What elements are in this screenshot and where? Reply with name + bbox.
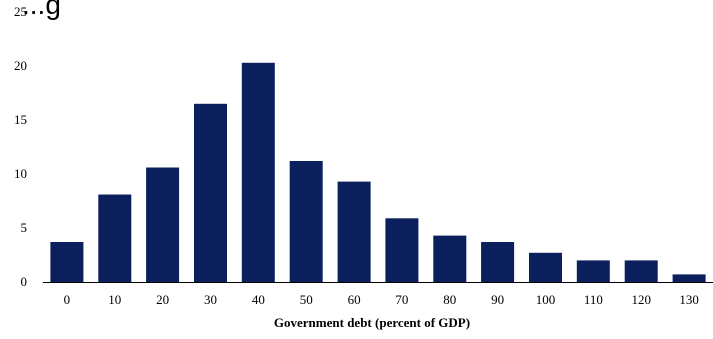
- y-tick-label: 10: [14, 166, 27, 181]
- x-axis-title: Government debt (percent of GDP): [274, 315, 470, 330]
- x-axis-tick-labels: 0 10 20 30 40 50 60 70 80 90 100 110 120 130: [64, 292, 699, 307]
- x-tick-label: 90: [491, 292, 504, 307]
- y-tick-label: 15: [14, 112, 27, 127]
- bar-120: [624, 260, 658, 282]
- bar-40: [241, 62, 275, 282]
- bar-100: [529, 252, 562, 282]
- y-tick-label: 0: [21, 274, 28, 289]
- x-tick-label: 10: [108, 292, 121, 307]
- x-tick-label: 80: [443, 292, 456, 307]
- bar-80: [433, 235, 467, 282]
- x-tick-label: 50: [300, 292, 313, 307]
- bar-0: [50, 242, 84, 282]
- x-tick-label: 0: [64, 292, 71, 307]
- bar-70: [385, 218, 419, 282]
- bar-20: [146, 167, 180, 282]
- bar-90: [481, 242, 515, 282]
- y-tick-label: 25: [14, 4, 27, 19]
- x-tick-label: 60: [348, 292, 361, 307]
- bar-130: [672, 274, 706, 282]
- x-tick-label: 100: [536, 292, 556, 307]
- bar-110: [576, 260, 610, 282]
- x-tick-label: 130: [679, 292, 699, 307]
- y-axis-tick-labels: 0 5 10 15 20 25: [14, 4, 27, 289]
- y-tick-label: 5: [21, 220, 28, 235]
- x-tick-label: 110: [584, 292, 603, 307]
- y-tick-label: 20: [14, 58, 27, 73]
- x-tick-label: 40: [252, 292, 265, 307]
- bar-60: [337, 181, 371, 282]
- x-tick-label: 120: [631, 292, 651, 307]
- bar-10: [98, 194, 132, 282]
- x-tick-label: 70: [395, 292, 408, 307]
- chart-title-fragment: ...g: [22, 0, 61, 20]
- bars: [50, 62, 706, 282]
- bar-30: [194, 103, 227, 282]
- x-tick-label: 30: [204, 292, 217, 307]
- bar-50: [289, 161, 323, 282]
- x-tick-label: 20: [156, 292, 169, 307]
